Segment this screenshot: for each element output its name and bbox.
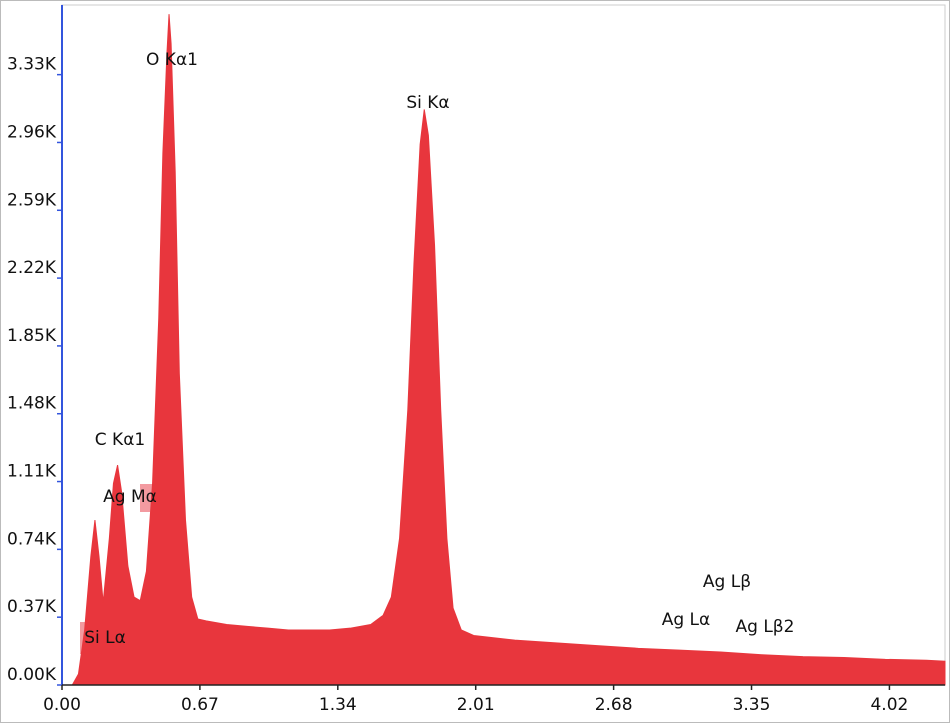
x-tick-label: 0.00 [43, 695, 81, 715]
peak-label: Ag Lβ2 [736, 617, 795, 637]
peak-label: C Kα1 [95, 430, 145, 450]
y-tick-label: 2.22K [7, 258, 57, 278]
y-tick-label: 1.85K [7, 326, 57, 346]
y-tick-label: 2.59K [7, 190, 57, 210]
peak-label: Si Kα [406, 93, 449, 113]
x-tick-label: 0.67 [181, 695, 219, 715]
peak-label: Si Lα [84, 628, 126, 648]
y-tick-label: 0.74K [7, 529, 57, 549]
x-tick-label: 3.35 [733, 695, 771, 715]
peak-label: Ag Lα [662, 610, 711, 630]
x-tick-label: 2.68 [595, 695, 633, 715]
peak-label: Ag Lβ [703, 572, 751, 592]
y-tick-label: 2.96K [7, 122, 57, 142]
peak-label: Ag Mα [103, 487, 157, 507]
y-tick-label: 0.00K [7, 665, 57, 685]
x-tick-label: 4.02 [870, 695, 908, 715]
y-tick-label: 0.37K [7, 597, 57, 617]
peak-label: O Kα1 [146, 50, 198, 70]
y-tick-label: 1.48K [7, 394, 57, 414]
x-tick-label: 1.34 [319, 695, 357, 715]
plot-area [61, 4, 946, 686]
y-tick-label: 1.11K [7, 462, 57, 482]
spectrum-area [62, 14, 946, 686]
y-tick-label: 3.33K [7, 55, 57, 75]
x-tick-label: 2.01 [457, 695, 495, 715]
